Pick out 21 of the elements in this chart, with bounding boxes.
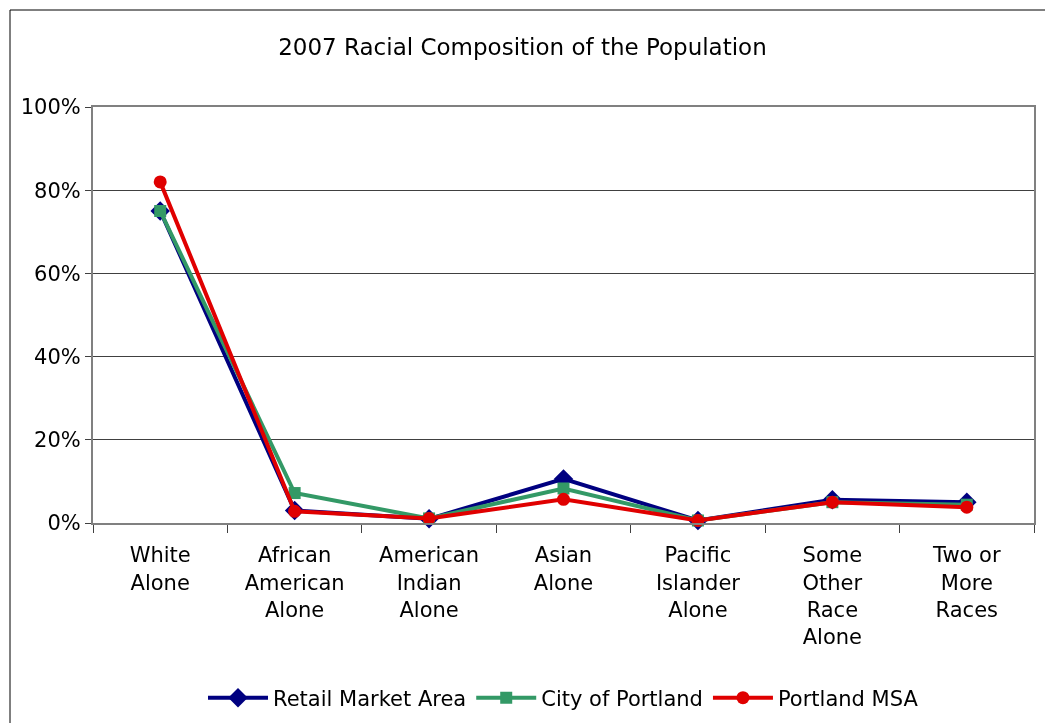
- y-tick-label: 100%: [20, 95, 81, 120]
- chart-title: 2007 Racial Composition of the Population: [278, 34, 767, 61]
- point: [557, 482, 570, 495]
- x-tick-label: American Indian Alone: [379, 543, 480, 622]
- y-tick-label: 40%: [34, 344, 81, 369]
- x-tick-label: African American Alone: [244, 543, 345, 622]
- y-tick-label: 0%: [47, 511, 81, 536]
- x-tick-label: Two or More Races: [932, 543, 1001, 622]
- legend-label: Portland MSA: [777, 686, 919, 711]
- x-tick-label: Some Other Race Alone: [802, 543, 863, 650]
- y-tick-label: 20%: [34, 428, 81, 453]
- x-tick-label: Asian Alone: [533, 543, 594, 595]
- y-tick-label: 60%: [34, 261, 81, 286]
- legend-label: Retail Market Area: [273, 686, 467, 711]
- point: [557, 492, 570, 506]
- x-tick-label: White Alone: [129, 543, 191, 595]
- y-tick-label: 80%: [34, 178, 81, 203]
- point: [153, 175, 167, 189]
- legend-label: City of Portland: [541, 686, 703, 711]
- x-tick-label: Pacific Islander Alone: [655, 543, 741, 622]
- point: [288, 487, 301, 500]
